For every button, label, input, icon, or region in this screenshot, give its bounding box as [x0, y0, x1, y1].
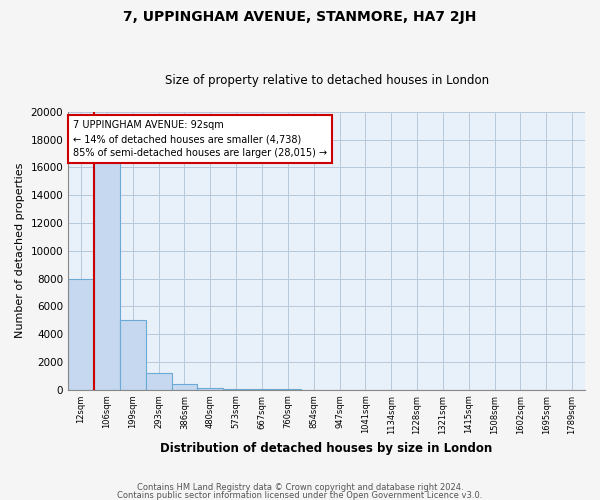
- Bar: [94, 154, 120, 390]
- Bar: [68, 278, 94, 390]
- Bar: [172, 384, 197, 390]
- Text: 7 UPPINGHAM AVENUE: 92sqm
← 14% of detached houses are smaller (4,738)
85% of se: 7 UPPINGHAM AVENUE: 92sqm ← 14% of detac…: [73, 120, 328, 158]
- Text: Contains HM Land Registry data © Crown copyright and database right 2024.: Contains HM Land Registry data © Crown c…: [137, 484, 463, 492]
- Bar: [223, 389, 249, 390]
- Text: Contains public sector information licensed under the Open Government Licence v3: Contains public sector information licen…: [118, 490, 482, 500]
- Bar: [197, 388, 223, 390]
- Text: 7, UPPINGHAM AVENUE, STANMORE, HA7 2JH: 7, UPPINGHAM AVENUE, STANMORE, HA7 2JH: [124, 10, 476, 24]
- Bar: [120, 320, 146, 390]
- Title: Size of property relative to detached houses in London: Size of property relative to detached ho…: [164, 74, 488, 87]
- X-axis label: Distribution of detached houses by size in London: Distribution of detached houses by size …: [160, 442, 493, 455]
- Y-axis label: Number of detached properties: Number of detached properties: [15, 163, 25, 338]
- Bar: [146, 373, 172, 390]
